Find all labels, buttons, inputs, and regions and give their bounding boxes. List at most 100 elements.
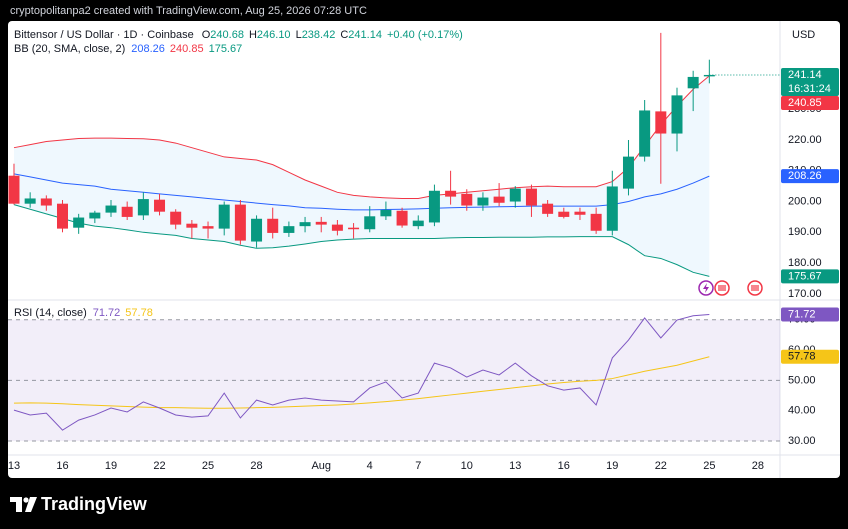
candle-body (154, 199, 166, 212)
icon (718, 285, 726, 291)
legend-item: Bittensor / US Dollar · 1D · Coinbase (14, 29, 194, 41)
price-label: 241.14 (788, 69, 822, 81)
x-tick-label: 16 (56, 460, 68, 472)
legend-item: 57.78 (125, 307, 153, 319)
legend-item: L (296, 29, 302, 41)
axes: 13 16 19 22 25 28 Aug 4 7 10 13 16 19 22 25 28 170.00 180… (8, 67, 839, 472)
legend-item: 241.14 (348, 29, 382, 41)
bb-lower (13, 204, 710, 277)
y-tick-label: 190.00 (788, 226, 822, 238)
legend-item: O (202, 29, 211, 41)
candle-body (267, 218, 279, 233)
candle-body (639, 110, 651, 157)
legend-item: RSI (14, close) (14, 307, 87, 319)
x-tick-label: 28 (752, 460, 764, 472)
price-label-box (781, 67, 839, 96)
y-tick-label: 220.00 (788, 134, 822, 146)
x-tick-label: 10 (461, 460, 473, 472)
candle-body (364, 216, 376, 230)
candle-body (509, 188, 521, 202)
price-label-box (781, 269, 839, 284)
candle-body (655, 111, 667, 134)
x-tick-label: 22 (655, 460, 667, 472)
price-label: 16:31:24 (788, 83, 831, 95)
legend-item: 240.68 (210, 29, 244, 41)
candle-body (121, 206, 133, 217)
legend-item: +0.40 (+0.17%) (387, 29, 463, 41)
candle-body (8, 175, 20, 204)
candle-body (687, 76, 699, 89)
price-label: 71.72 (788, 308, 816, 320)
x-tick-label: 13 (8, 460, 20, 472)
candle-body (56, 203, 68, 229)
candle-body (283, 226, 295, 233)
x-tick-label: 22 (153, 460, 165, 472)
legend-item: C (340, 29, 348, 41)
y-tick-label: 180.00 (788, 257, 822, 269)
price-label-box (781, 307, 839, 322)
rsi-sma (13, 356, 710, 409)
candle-body (137, 199, 149, 216)
x-tick-label: 28 (250, 460, 262, 472)
candle-body (202, 226, 214, 229)
legend-item: 240.85 (170, 43, 204, 55)
price-pane (8, 32, 715, 277)
x-tick-label: 19 (606, 460, 618, 472)
legend: BB (20, SMA, close, 2) 208.26 240.85 175.67 (14, 43, 242, 55)
candle-body (396, 210, 408, 226)
candle-body (445, 190, 457, 197)
logo: TradingView (10, 494, 148, 514)
event-icons (698, 280, 763, 296)
candle-body (89, 212, 101, 219)
legend-item: 246.10 (257, 29, 291, 41)
x-tick-label: 13 (509, 460, 521, 472)
logo-mark (23, 497, 29, 503)
x-tick-label: 16 (558, 460, 570, 472)
rsi-line (13, 314, 710, 431)
x-tick-label: 4 (367, 460, 373, 472)
candle-body (590, 213, 602, 231)
price-label-box (781, 169, 839, 184)
price-label: 240.85 (788, 97, 822, 109)
candle-body (477, 197, 489, 206)
icon (703, 283, 709, 293)
y-tick-label: 200.00 (788, 195, 822, 207)
legend-item: 208.26 (131, 43, 165, 55)
candle-body (170, 211, 182, 225)
candle-body (331, 224, 343, 231)
rsi-pane (8, 314, 780, 442)
candle-body (671, 95, 683, 134)
legend-item: 238.42 (302, 29, 336, 41)
candle-body (574, 211, 586, 215)
candle-body (542, 203, 554, 214)
x-tick-label: 7 (415, 460, 421, 472)
candle-body (461, 193, 473, 206)
candle-body (218, 204, 230, 229)
candle-body (73, 217, 85, 228)
x-tick-label: Aug (311, 460, 331, 472)
candle-body (428, 190, 440, 223)
x-tick-label: 25 (202, 460, 214, 472)
y-tick-label: 170.00 (788, 288, 822, 300)
candle-body (299, 222, 311, 227)
logo-text: TradingView (41, 494, 148, 514)
candle-body (348, 227, 360, 230)
candle-body (24, 198, 36, 204)
x-tick-label: 25 (703, 460, 715, 472)
legend-item: BB (20, SMA, close, 2) (14, 43, 125, 55)
candle-body (315, 221, 327, 225)
icon (751, 285, 759, 291)
candle-body (380, 209, 392, 217)
candle-body (703, 74, 715, 77)
rsi-tick-label: 40.00 (788, 405, 816, 417)
logo-mark (25, 497, 37, 512)
header-text: cryptopolitanpa2 created with TradingVie… (10, 5, 367, 17)
x-tick-label: 19 (105, 460, 117, 472)
candle-body (606, 186, 618, 231)
chart-area (8, 21, 840, 478)
candle-body (40, 198, 52, 206)
price-label: 57.78 (788, 351, 816, 363)
legend: Bittensor / US Dollar · 1D · Coinbase O24… (14, 29, 463, 41)
